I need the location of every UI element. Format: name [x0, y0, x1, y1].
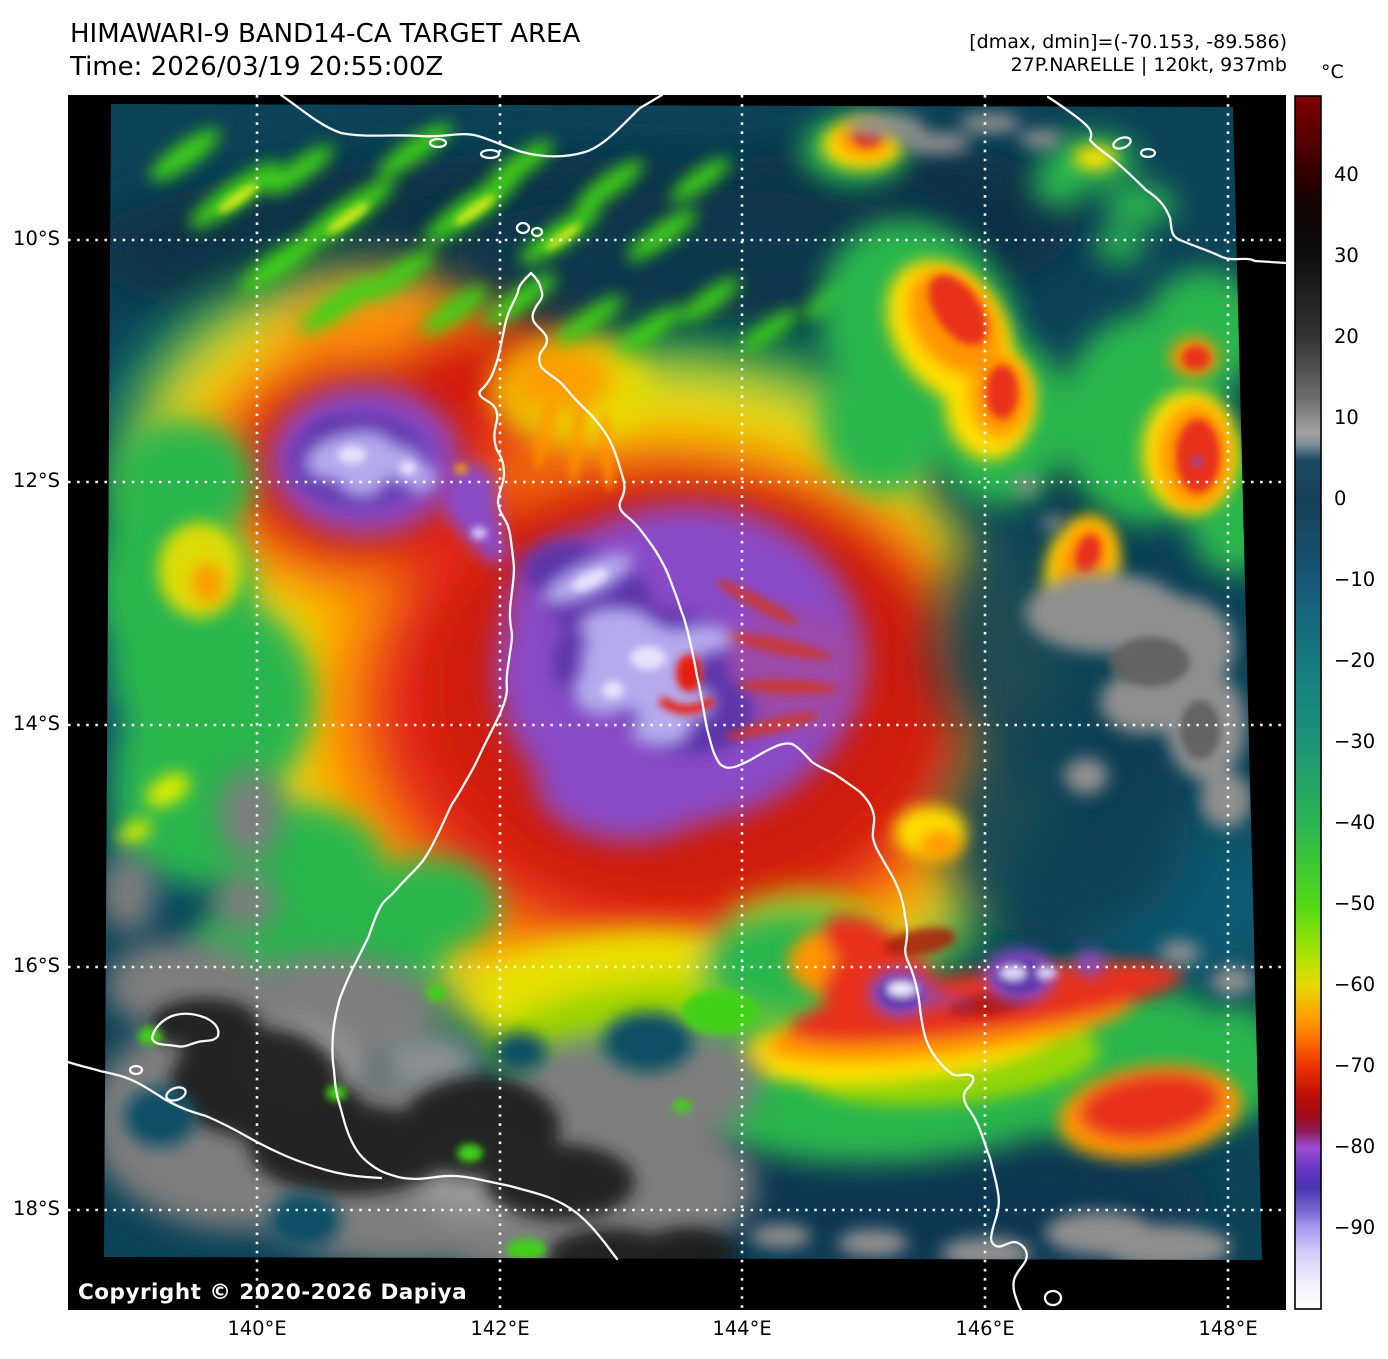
lat-tick-label: 14°S: [13, 712, 60, 735]
colorbar-tick: 30: [1334, 244, 1359, 267]
colorbar-tick: 0: [1334, 487, 1347, 510]
coastline-new-guinea-east: [1046, 95, 1286, 265]
timestamp: Time: 2026/03/19 20:55:00Z: [70, 52, 444, 82]
small-islands: [128, 136, 1157, 1307]
colorbar-tick: −60: [1334, 973, 1376, 996]
coastline-new-guinea: [279, 95, 664, 158]
lat-tick-label: 16°S: [13, 954, 60, 977]
coastline-gulf-south: [68, 1060, 383, 1180]
lat-tick-label: 18°S: [13, 1197, 60, 1220]
coastline-mornington-island: [150, 1012, 220, 1048]
lon-tick-label: 148°E: [1198, 1317, 1258, 1340]
colorbar-tick: −70: [1334, 1054, 1376, 1077]
colorbar-tick: −50: [1334, 892, 1376, 915]
colorbar-tick: −20: [1334, 649, 1376, 672]
graticule-gridlines: [68, 95, 1286, 1310]
storm-info: 27P.NARELLE | 120kt, 937mb: [1010, 54, 1287, 76]
satellite-map: [68, 95, 1286, 1310]
colorbar-tick: −30: [1334, 730, 1376, 753]
colorbar-tick: 10: [1334, 406, 1359, 429]
lon-tick-label: 140°E: [227, 1317, 287, 1340]
colorbar-tick: −40: [1334, 811, 1376, 834]
lat-tick-label: 12°S: [13, 469, 60, 492]
lon-tick-label: 142°E: [470, 1317, 530, 1340]
colorbar: [1294, 95, 1322, 1310]
dmax-dmin-readout: [dmax, dmin]=(-70.153, -89.586): [969, 31, 1287, 53]
colorbar-tick: 40: [1334, 163, 1359, 186]
coastline-cape-york-west: [331, 271, 619, 1261]
lon-tick-label: 146°E: [955, 1317, 1015, 1340]
coastline-queensland-east: [529, 271, 1028, 1310]
colorbar-tick: −90: [1334, 1216, 1376, 1239]
coastlines: [68, 95, 1286, 1310]
copyright-notice: Copyright © 2020-2026 Dapiya: [78, 1280, 468, 1305]
lat-tick-label: 10°S: [13, 227, 60, 250]
colorbar-tick: −80: [1334, 1135, 1376, 1158]
satellite-swath: [104, 104, 1262, 1260]
colorbar-unit: °C: [1321, 61, 1344, 83]
page-title: HIMAWARI-9 BAND14-CA TARGET AREA: [70, 19, 581, 49]
colorbar-tick: −10: [1334, 568, 1376, 591]
convective-streaks: [149, 122, 856, 354]
colorbar-tick: 20: [1334, 325, 1359, 348]
lon-tick-label: 144°E: [712, 1317, 772, 1340]
